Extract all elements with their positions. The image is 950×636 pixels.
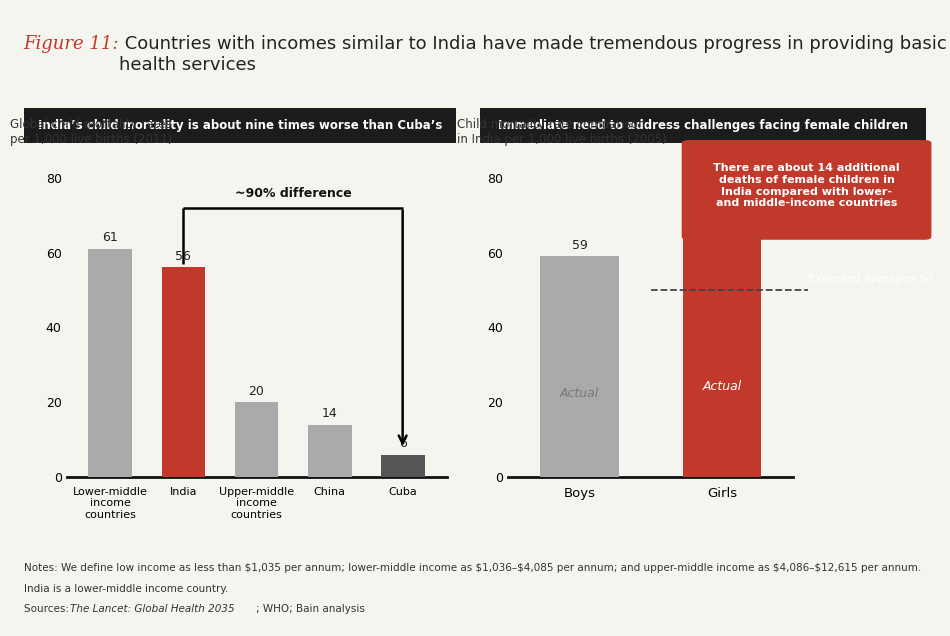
FancyBboxPatch shape [682, 140, 931, 240]
Text: There are about 14 additional
deaths of female children in
India compared with l: There are about 14 additional deaths of … [713, 163, 900, 208]
Text: ~90% difference: ~90% difference [235, 187, 352, 200]
Bar [308, 425, 352, 477]
Polygon shape [717, 237, 754, 253]
Text: 61: 61 [103, 232, 118, 244]
Text: Actual: Actual [702, 380, 742, 392]
Bar [162, 268, 205, 477]
Text: Immediate need to address challenges facing female children: Immediate need to address challenges fac… [498, 119, 908, 132]
Text: The Lancet: Global Health 2035: The Lancet: Global Health 2035 [70, 604, 235, 614]
Text: India’s child mortality is about nine times worse than Cuba’s: India’s child mortality is about nine ti… [38, 119, 442, 132]
Text: India is a lower-middle income country.: India is a lower-middle income country. [24, 584, 228, 594]
Bar [541, 256, 618, 477]
Text: Figure 11:: Figure 11: [24, 35, 120, 53]
Text: Child mortality rate comparison
in India per 1,000 live births (2005): Child mortality rate comparison in India… [457, 118, 667, 146]
Text: Notes: We define low income as less than $1,035 per annum; lower-middle income a: Notes: We define low income as less than… [24, 563, 921, 573]
Text: 56: 56 [176, 250, 191, 263]
Bar [381, 455, 425, 477]
Text: 59: 59 [572, 238, 587, 252]
Text: 6: 6 [399, 437, 407, 450]
Bar [88, 249, 132, 477]
Bar [683, 238, 761, 477]
Text: Countries with incomes similar to India have made tremendous progress in providi: Countries with incomes similar to India … [119, 35, 946, 74]
Bar [235, 402, 278, 477]
Text: Sources:: Sources: [24, 604, 72, 614]
Text: ; WHO; Bain analysis: ; WHO; Bain analysis [256, 604, 366, 614]
Text: 20: 20 [249, 385, 264, 398]
Text: 64: 64 [714, 220, 730, 233]
Text: Expected average=50: Expected average=50 [808, 274, 933, 284]
Text: Global child mortality rates
per 1,000 live births (2011): Global child mortality rates per 1,000 l… [10, 118, 172, 146]
Text: Actual: Actual [560, 387, 599, 399]
Text: 14: 14 [322, 407, 337, 420]
